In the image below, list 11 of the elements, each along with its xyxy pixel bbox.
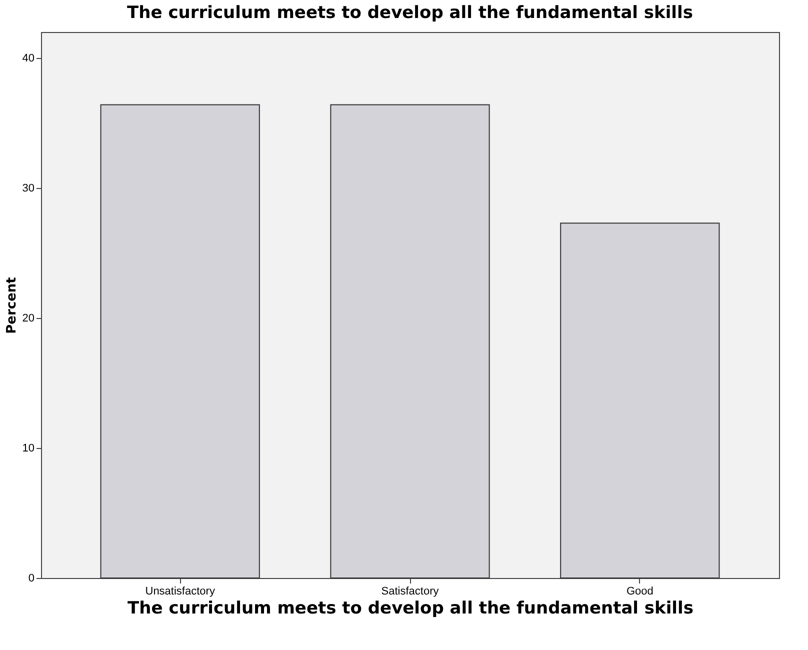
x-axis-title: The curriculum meets to develop all the fundamental skills <box>128 598 694 618</box>
x-tick-label: Satisfactory <box>381 586 440 598</box>
x-tick-label: Unsatisfactory <box>145 586 216 598</box>
y-tick-label: 10 <box>22 442 34 454</box>
y-tick-label: 30 <box>22 182 34 194</box>
y-axis-title: Percent <box>4 277 20 334</box>
y-tick-label: 40 <box>22 52 34 64</box>
y-tick-label: 0 <box>28 572 34 584</box>
x-tick-label: Good <box>626 586 654 598</box>
y-tick-label: 20 <box>22 312 34 324</box>
chart-title: The curriculum meets to develop all the fundamental skills <box>127 3 693 23</box>
